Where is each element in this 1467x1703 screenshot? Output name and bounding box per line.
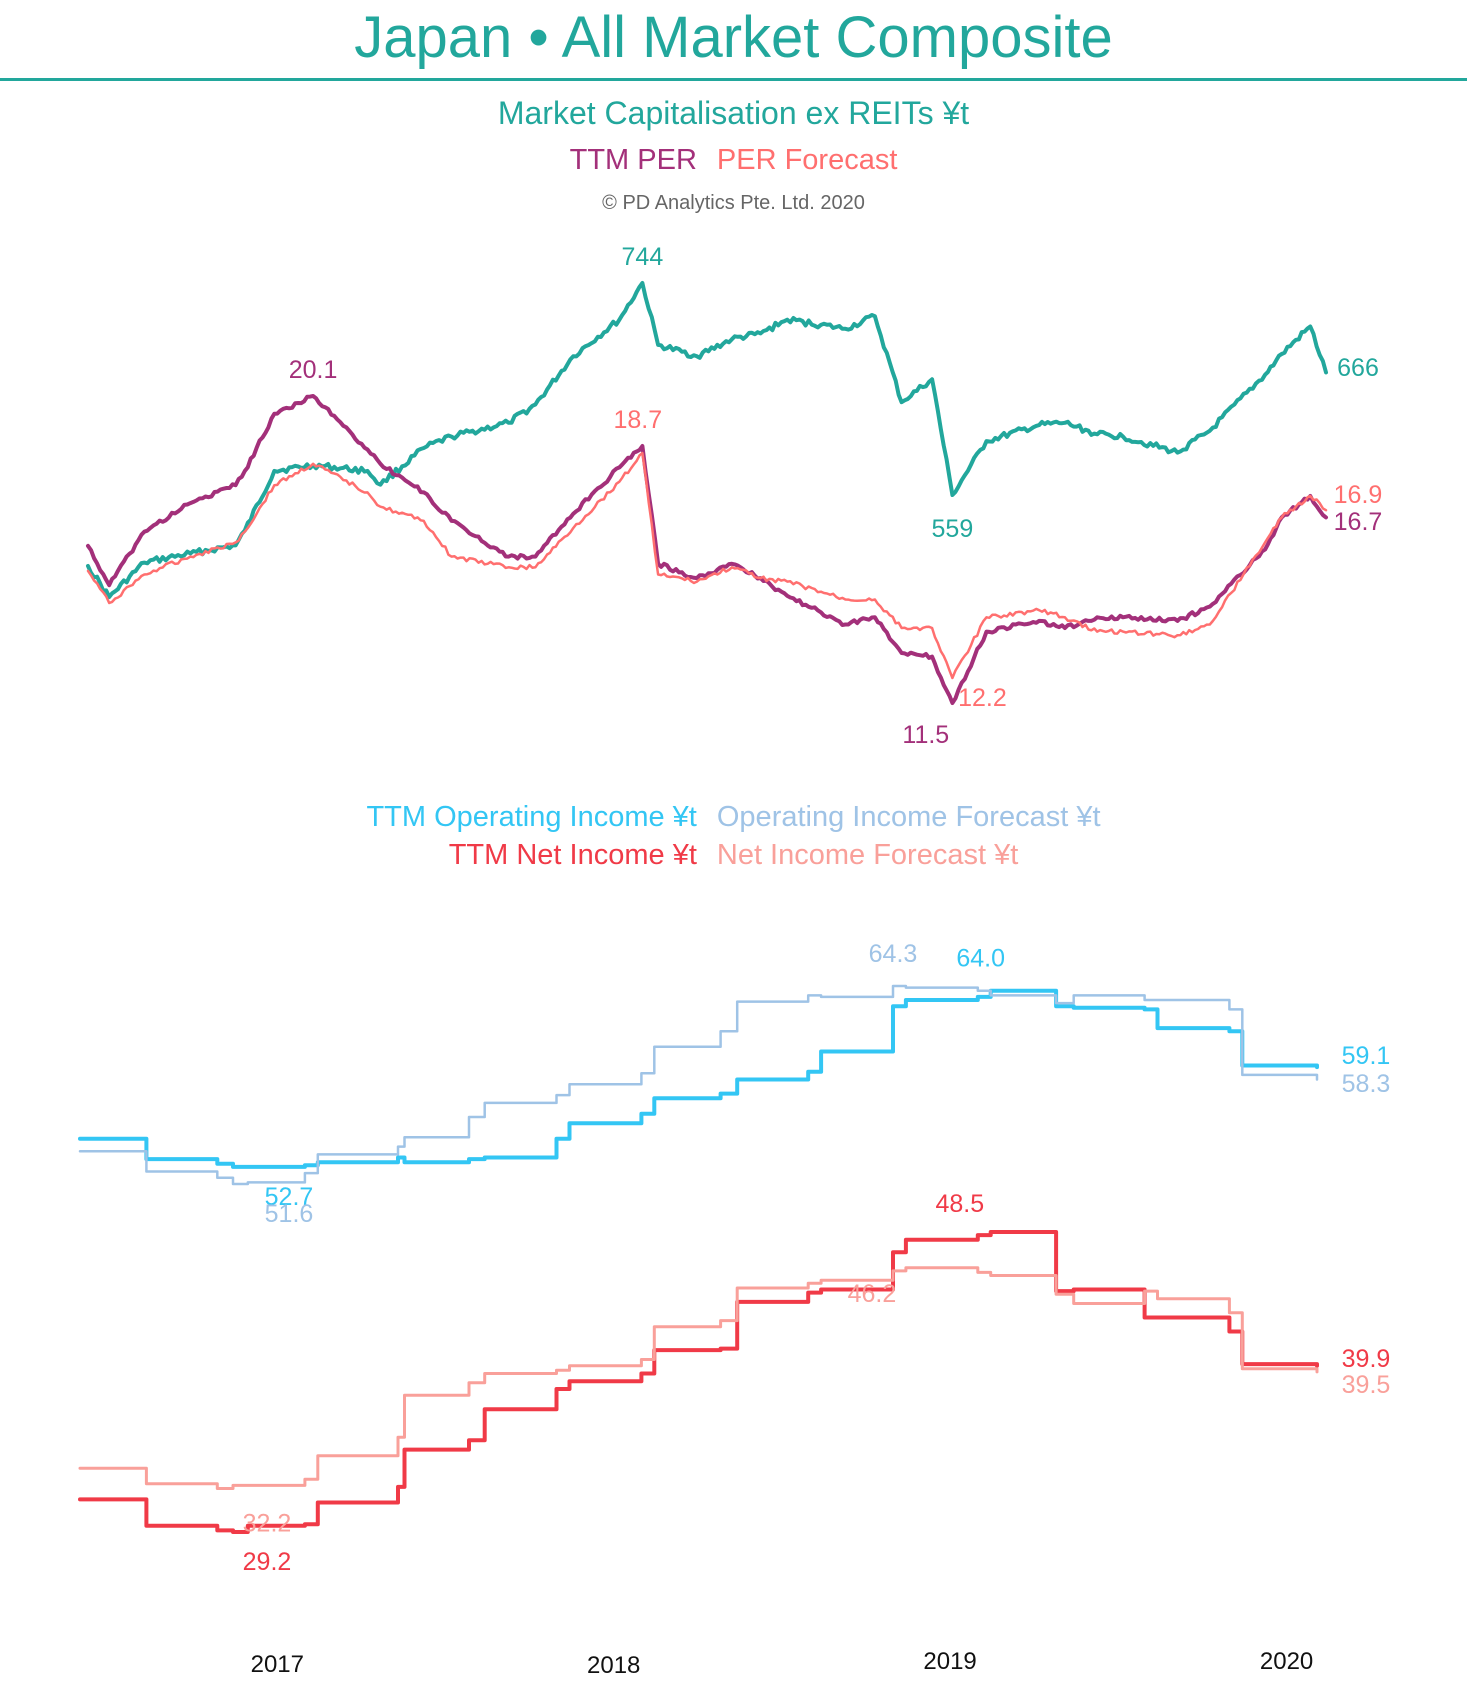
line-ttm_op	[78, 988, 1319, 1169]
legend-ttm-per: TTM PER	[569, 144, 697, 176]
end-label-ttm_per: 16.7	[1334, 508, 1383, 536]
annotation-net_forecast-1: 46.2	[848, 1280, 897, 1308]
legend-per: TTM PER PER Forecast	[0, 144, 1467, 177]
annotation-mcap-1: 559	[932, 515, 974, 543]
line-ttm_per	[86, 394, 1328, 705]
series-net_forecast: 32.2 46.2 39.5	[78, 1266, 1391, 1537]
annotation-ttm_per-0: 20.1	[289, 356, 338, 384]
series-op_forecast: 51.6 64.3 58.3	[78, 940, 1391, 1228]
legend-op-forecast: Operating Income Forecast ¥t	[716, 801, 1101, 833]
annotation-ttm_net-0: 29.2	[243, 1548, 292, 1576]
x-tick-2018: 2018	[587, 1652, 640, 1679]
annotation-op_forecast-0: 51.6	[265, 1200, 314, 1228]
series-per_forecast: 18.7 12.2 16.9	[86, 406, 1383, 712]
annotation-per_forecast-1: 12.2	[958, 684, 1007, 712]
x-tick-2019: 2019	[923, 1648, 976, 1675]
series-ttm_op: 52.7 64.0 59.1	[78, 945, 1391, 1211]
x-tick-2020: 2020	[1260, 1648, 1313, 1675]
annotation-mcap-0: 744	[622, 243, 664, 271]
series-ttm_per: 20.1 11.5 16.7	[86, 356, 1383, 749]
legend-operating-income: TTM Operating Income ¥t Operating Income …	[0, 801, 1467, 834]
annotation-per_forecast-0: 18.7	[613, 406, 662, 434]
end-label-per_forecast: 16.9	[1334, 481, 1383, 509]
line-op_forecast	[78, 984, 1319, 1186]
legend-net-forecast: Net Income Forecast ¥t	[716, 839, 1019, 871]
copyright: © PD Analytics Pte. Ltd. 2020	[602, 192, 865, 214]
end-label-ttm_net: 39.9	[1342, 1345, 1391, 1373]
annotation-op_forecast-1: 64.3	[869, 940, 918, 968]
legend-net-income: TTM Net Income ¥t Net Income Forecast ¥t	[0, 839, 1467, 872]
end-label-mcap: 666	[1337, 354, 1379, 382]
legend-mcap: Market Capitalisation ex REITs ¥t	[497, 95, 970, 131]
x-tick-2017: 2017	[251, 1651, 304, 1678]
end-label-net_forecast: 39.5	[1342, 1371, 1391, 1399]
end-label-ttm_op: 59.1	[1342, 1042, 1391, 1070]
line-net_forecast	[78, 1266, 1319, 1490]
line-per_forecast	[86, 451, 1328, 680]
legend-ttm-op: TTM Operating Income ¥t	[366, 801, 697, 833]
series-mcap: 744 559 666	[86, 243, 1379, 599]
annotation-ttm_op-0: 52.7	[265, 1183, 314, 1211]
title-divider	[0, 78, 1467, 81]
annotation-ttm_net-1: 48.5	[935, 1190, 984, 1218]
end-label-op_forecast: 58.3	[1342, 1070, 1391, 1098]
line-ttm_net	[78, 1230, 1319, 1534]
annotation-ttm_op-1: 64.0	[956, 945, 1005, 973]
line-mcap	[86, 281, 1328, 599]
annotation-net_forecast-0: 32.2	[243, 1509, 292, 1537]
legend-ttm-net: TTM Net Income ¥t	[448, 839, 697, 871]
page-title: Japan • All Market Composite	[354, 5, 1113, 70]
annotation-ttm_per-1: 11.5	[902, 721, 949, 749]
legend-per-forecast: PER Forecast	[716, 144, 898, 176]
